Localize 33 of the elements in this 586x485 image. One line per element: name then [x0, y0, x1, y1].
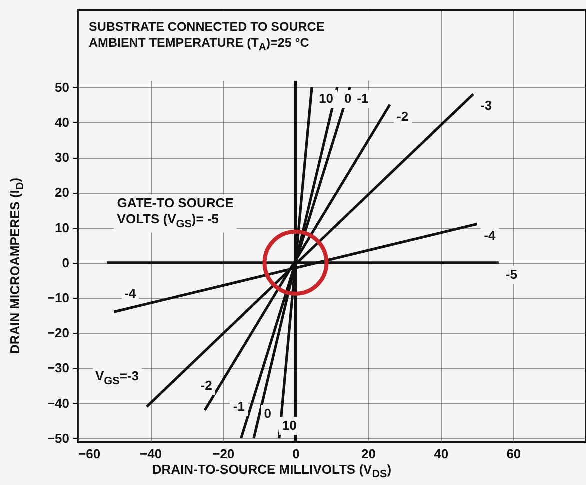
y-tick-label: −20: [47, 326, 70, 341]
series-label: 10: [279, 417, 300, 436]
x-tick-label: −20: [212, 446, 235, 462]
series-label: -1: [230, 398, 248, 416]
y-tick-label: 40: [55, 114, 70, 130]
y-tick-label: 30: [55, 150, 70, 166]
series-label: -3: [478, 97, 496, 116]
y-tick-label: 0: [62, 255, 70, 270]
y-tick-label: −30: [47, 360, 70, 376]
series-label: 0: [261, 404, 274, 423]
y-tick-label: 20: [55, 185, 70, 200]
x-tick-label: −60: [78, 446, 101, 462]
series-label: -4: [122, 285, 140, 304]
series-label: -5: [502, 266, 520, 284]
y-tick-label: 10: [55, 220, 70, 236]
y-tick-label: 50: [55, 80, 70, 95]
x-tick-label: 60: [506, 446, 522, 462]
annotation: -4: [481, 227, 499, 246]
x-tick-label: 40: [434, 446, 449, 462]
x-tick-label: 20: [362, 446, 376, 462]
annotation: -1: [354, 90, 372, 108]
x-axis-title: DRAIN-TO-SOURCE MILLIVOLTS (V$_{DS}$): [152, 462, 392, 483]
x-tick-label: 0: [292, 446, 300, 462]
annotation: GATE-TO SOURCE VOLTS (V$_{GS}$)= -5: [114, 194, 237, 233]
y-tick-label: −10: [47, 290, 70, 306]
series-label: -2: [198, 376, 216, 395]
x-tick-label: −40: [140, 446, 162, 462]
annotation: 0: [341, 90, 355, 108]
annotation: V$_{GS}$=-3: [92, 367, 142, 390]
y-tick-label: −40: [47, 396, 70, 411]
annotation: 10: [316, 90, 336, 108]
annotation: -2: [394, 108, 412, 126]
y-tick-label: −50: [47, 430, 70, 446]
